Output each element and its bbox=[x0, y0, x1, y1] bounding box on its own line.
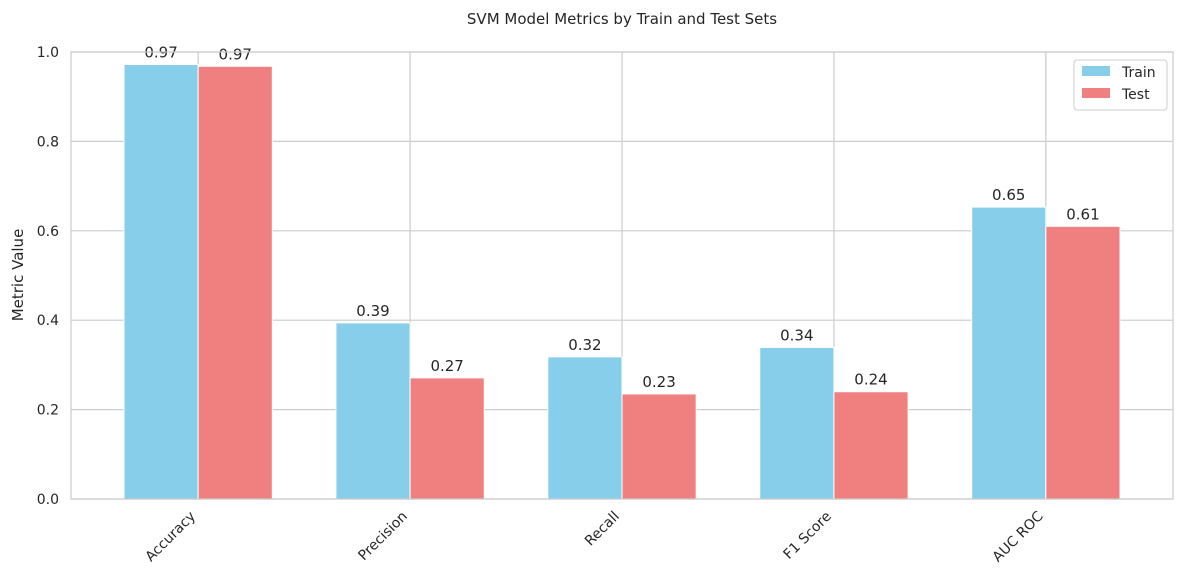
y-tick-label: 0.6 bbox=[37, 224, 59, 240]
data-label-test: 0.97 bbox=[219, 45, 252, 63]
data-label-train: 0.32 bbox=[568, 336, 601, 354]
x-tick-label: F1 Score bbox=[781, 509, 835, 563]
bar-test bbox=[409, 377, 485, 500]
data-label-train: 0.39 bbox=[356, 302, 389, 320]
data-label-test: 0.24 bbox=[854, 371, 887, 389]
data-label-train: 0.65 bbox=[992, 186, 1025, 204]
legend-swatch-train bbox=[1082, 66, 1110, 76]
x-tick-label: Accuracy bbox=[142, 509, 199, 566]
bar-test bbox=[833, 391, 909, 500]
legend-label-train: Train bbox=[1121, 65, 1156, 81]
x-tick-label: Precision bbox=[355, 509, 410, 564]
x-tick-label: Recall bbox=[582, 509, 623, 550]
chart-title: SVM Model Metrics by Train and Test Sets bbox=[467, 10, 777, 28]
x-axis-ticks: Accuracy Precision Recall F1 Score AUC ROC bbox=[142, 508, 1046, 565]
x-tick-label: AUC ROC bbox=[990, 508, 1047, 565]
bar-test bbox=[621, 393, 697, 500]
legend-label-test: Test bbox=[1121, 87, 1150, 103]
plot-frame bbox=[70, 51, 1174, 500]
y-tick-label: 0.0 bbox=[37, 492, 59, 508]
bar-train bbox=[123, 64, 199, 500]
data-label-test: 0.61 bbox=[1066, 205, 1099, 223]
bar-train bbox=[335, 322, 411, 500]
data-label-test: 0.27 bbox=[430, 357, 463, 375]
bar-train bbox=[971, 206, 1047, 500]
bar-train bbox=[547, 356, 623, 500]
bars: 0.970.390.320.340.650.970.270.23 0.240.61 bbox=[123, 44, 1121, 500]
y-tick-label: 1.0 bbox=[37, 45, 59, 61]
y-axis-ticks: 0.0 0.2 0.4 0.6 0.8 1.0 bbox=[37, 45, 59, 508]
legend: Train Test bbox=[1073, 59, 1168, 111]
y-tick-label: 0.2 bbox=[37, 403, 59, 419]
y-tick-label: 0.4 bbox=[37, 313, 59, 329]
bar-train bbox=[759, 346, 835, 500]
data-label-train: 0.34 bbox=[780, 326, 813, 344]
data-label-test: 0.23 bbox=[642, 373, 675, 391]
bar-test bbox=[1045, 225, 1121, 500]
legend-swatch-test bbox=[1082, 88, 1110, 98]
y-axis-label: Metric Value bbox=[9, 229, 27, 322]
y-tick-label: 0.8 bbox=[37, 134, 59, 150]
bar-test bbox=[197, 65, 273, 500]
